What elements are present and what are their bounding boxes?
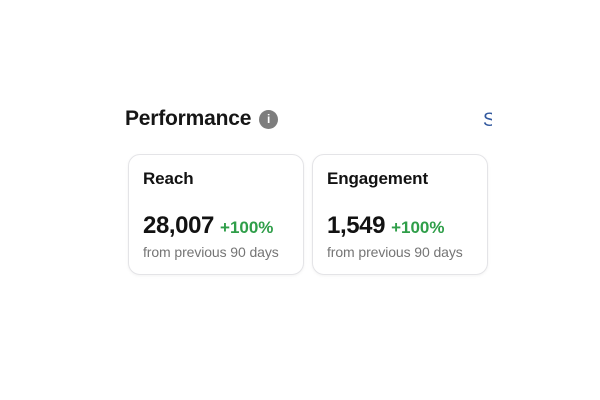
engagement-value-row: 1,549 +100% [327, 212, 473, 241]
engagement-card-label: Engagement [327, 169, 429, 188]
reach-caption: from previous 90 days [143, 244, 279, 260]
reach-value: 28,007 [143, 212, 215, 239]
reach-card-label: Reach [143, 169, 194, 188]
engagement-value: 1,549 [327, 212, 386, 239]
see-all-link-clipped: S [483, 108, 492, 133]
performance-title: Performance [125, 107, 252, 130]
reach-card[interactable]: Reach 28,007 +100% from previous 90 days [128, 154, 304, 275]
performance-header: Performance i [125, 106, 279, 132]
see-all-link[interactable]: S [483, 110, 492, 131]
engagement-card[interactable]: Engagement 1,549 +100% from previous 90 … [312, 154, 488, 275]
reach-value-row: 28,007 +100% [143, 212, 289, 241]
reach-change-badge: +100% [220, 218, 274, 237]
engagement-caption: from previous 90 days [327, 244, 463, 260]
info-icon[interactable]: i [259, 109, 279, 129]
engagement-change-badge: +100% [391, 218, 445, 237]
